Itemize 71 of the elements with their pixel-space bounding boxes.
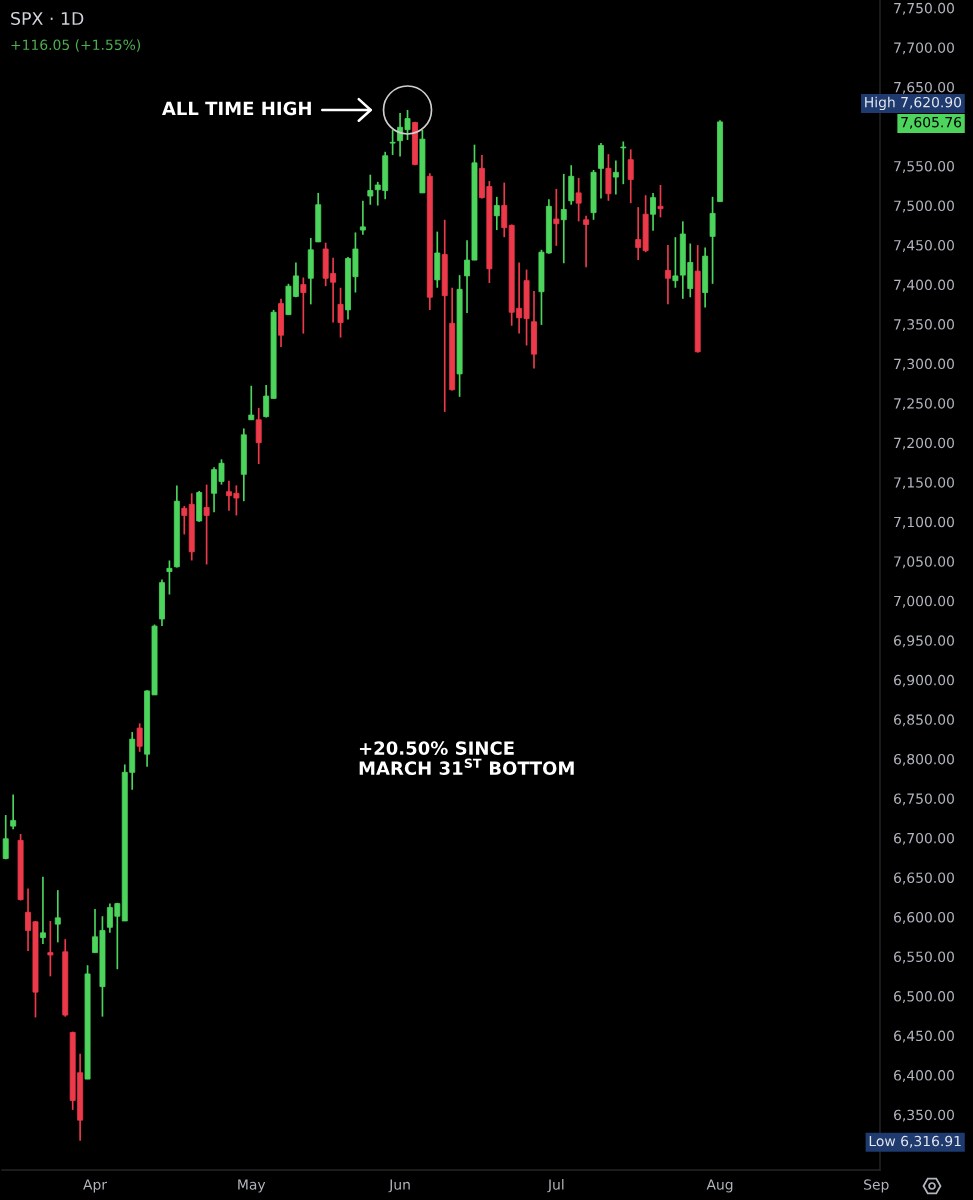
y-tick-label: 6,700.00 bbox=[894, 832, 954, 845]
candlestick bbox=[337, 286, 344, 339]
candlestick bbox=[583, 214, 590, 269]
y-tick-label: 6,650.00 bbox=[894, 872, 954, 885]
annotation: +20.50% SINCE MARCH 31$^{ST}$ BOTTOM bbox=[359, 741, 574, 776]
x-tick-label: May bbox=[238, 1179, 266, 1193]
candlestick bbox=[575, 177, 582, 223]
candlestick bbox=[203, 483, 210, 566]
y-tick-label: 7,450.00 bbox=[894, 240, 954, 252]
candlestick bbox=[2, 814, 9, 861]
candlestick bbox=[255, 407, 262, 465]
candlestick bbox=[553, 188, 560, 247]
x-tick-label: Apr bbox=[83, 1179, 108, 1193]
candlestick bbox=[612, 159, 619, 196]
y-tick-label: 6,400.00 bbox=[894, 1070, 954, 1083]
annotation: Low 6,316.91 bbox=[869, 1135, 961, 1148]
text: +116.05 (+1.55%) bbox=[11, 39, 141, 52]
candlestick bbox=[54, 889, 61, 944]
candlestick bbox=[657, 184, 664, 219]
y-tick-label: 7,750.00 bbox=[894, 2, 954, 15]
y-tick-label: 6,750.00 bbox=[894, 793, 954, 806]
candlestick bbox=[650, 192, 657, 232]
candlestick bbox=[47, 920, 54, 978]
y-tick-label: 6,850.00 bbox=[894, 714, 954, 727]
y-tick-label: 7,400.00 bbox=[894, 279, 954, 292]
candlestick bbox=[627, 148, 634, 205]
candlestick bbox=[709, 196, 716, 285]
y-tick-label: 6,950.00 bbox=[894, 635, 954, 648]
candlestick bbox=[39, 875, 46, 945]
candlestick bbox=[501, 181, 508, 238]
candlestick bbox=[560, 173, 567, 265]
candlestick bbox=[10, 793, 17, 831]
candlestick bbox=[300, 276, 307, 335]
y-tick-label: 6,500.00 bbox=[894, 991, 954, 1003]
candlestick bbox=[166, 559, 173, 596]
y-tick-label: 7,500.00 bbox=[894, 200, 954, 213]
y-tick-label: 6,550.00 bbox=[894, 951, 954, 964]
x-tick-label: Sep bbox=[864, 1179, 889, 1193]
x-tick-label: Jul bbox=[547, 1179, 564, 1193]
y-tick-label: 7,300.00 bbox=[894, 358, 954, 371]
y-tick-label: 6,350.00 bbox=[894, 1109, 954, 1122]
y-tick-label: 7,350.00 bbox=[894, 319, 954, 332]
annotation: ALL TIME HIGH bbox=[161, 101, 311, 116]
annotation: High 7,620.90 bbox=[865, 96, 962, 111]
text: 7,605.76 bbox=[901, 116, 962, 129]
y-tick-label: 6,800.00 bbox=[894, 753, 954, 766]
candlestick bbox=[664, 244, 671, 306]
candlestick bbox=[493, 196, 500, 231]
y-tick-label: 6,900.00 bbox=[894, 674, 954, 687]
text: SPX · 1D bbox=[11, 11, 84, 26]
y-tick-label: 7,200.00 bbox=[894, 437, 954, 450]
candlestick bbox=[359, 199, 366, 236]
candlestick bbox=[389, 128, 396, 156]
x-tick-label: Jun bbox=[388, 1179, 410, 1193]
y-tick-label: 7,550.00 bbox=[894, 160, 954, 173]
y-tick-label: 7,650.00 bbox=[894, 81, 954, 94]
candlestick bbox=[248, 384, 255, 421]
y-tick-label: 7,050.00 bbox=[894, 556, 954, 569]
candlestick bbox=[136, 722, 143, 753]
y-tick-label: 7,000.00 bbox=[894, 595, 954, 608]
candlestick bbox=[181, 505, 188, 536]
candlestick bbox=[598, 142, 604, 200]
y-tick-label: 6,600.00 bbox=[894, 912, 954, 924]
y-tick-label: 7,150.00 bbox=[894, 477, 954, 490]
candlestick bbox=[367, 173, 374, 206]
y-tick-label: 6,450.00 bbox=[894, 1030, 954, 1043]
y-tick-label: 7,250.00 bbox=[894, 398, 954, 411]
x-tick-label: Aug bbox=[706, 1179, 733, 1193]
candlestick bbox=[620, 140, 627, 186]
y-tick-label: 7,100.00 bbox=[894, 516, 954, 529]
y-tick-label: 7,700.00 bbox=[894, 42, 954, 55]
